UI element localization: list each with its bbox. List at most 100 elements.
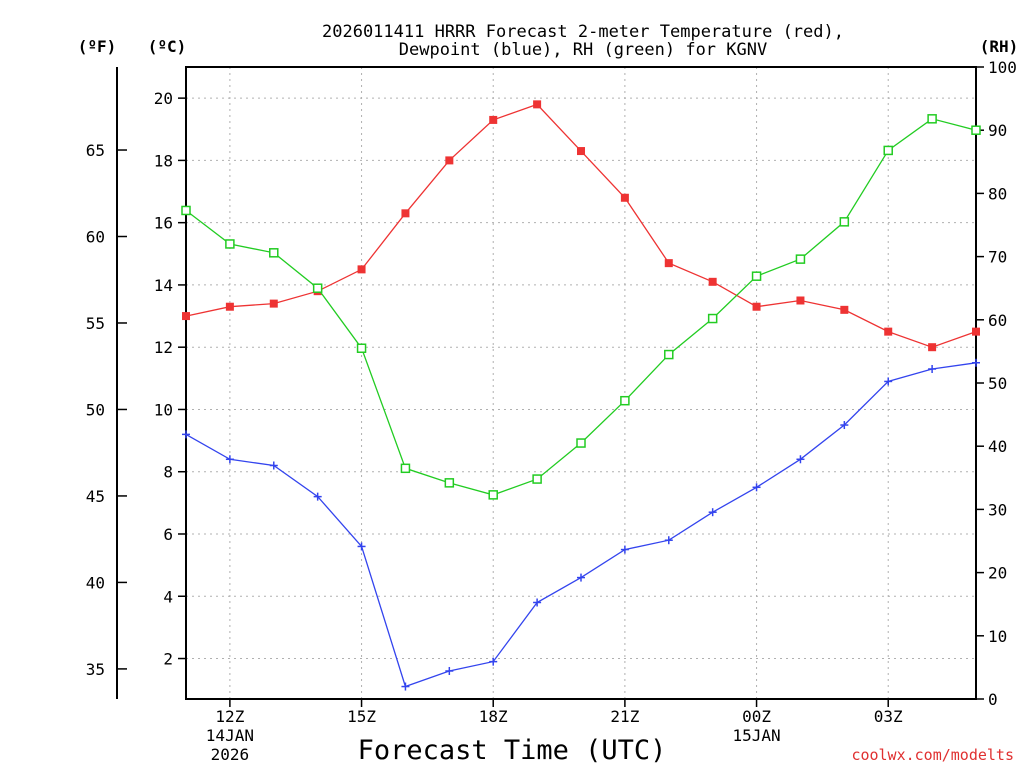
x-tick-date: 15JAN bbox=[732, 726, 780, 745]
celsius-axis: 2 4 6 8 10 12 14 16 18 20 bbox=[154, 89, 186, 669]
dewpoint-point bbox=[972, 358, 980, 367]
x-tick-label: 12Z bbox=[215, 707, 244, 726]
c-tick-label: 20 bbox=[154, 89, 173, 108]
x-tick-year: 2026 bbox=[211, 745, 250, 764]
dewpoint-point bbox=[796, 455, 805, 464]
dewpoint-point bbox=[620, 545, 629, 554]
temperature-point bbox=[928, 343, 937, 352]
x-tick-label: 18Z bbox=[479, 707, 508, 726]
rh-tick-label: 40 bbox=[988, 437, 1007, 456]
f-tick-label: 50 bbox=[86, 400, 105, 419]
dewpoint-point bbox=[884, 377, 893, 386]
fahrenheit-axis: 35 40 45 50 55 60 65 bbox=[86, 141, 127, 679]
f-tick-label: 55 bbox=[86, 314, 105, 333]
rh-point bbox=[751, 271, 762, 281]
rh-point bbox=[839, 217, 850, 227]
temperature-point bbox=[840, 305, 849, 314]
rh-tick-label: 0 bbox=[988, 690, 998, 709]
rh-point bbox=[312, 283, 323, 293]
rh-tick-label: 70 bbox=[988, 248, 1007, 267]
x-tick-label: 00Z bbox=[742, 707, 771, 726]
c-tick-label: 10 bbox=[154, 400, 173, 419]
dewpoint-point bbox=[401, 682, 410, 691]
unit-label-rh: (RH) bbox=[980, 37, 1019, 56]
rh-axis: 0 10 20 30 40 50 60 70 80 90 100 bbox=[976, 58, 1017, 709]
rh-point bbox=[532, 474, 542, 484]
rh-point bbox=[225, 239, 235, 249]
c-tick-label: 18 bbox=[154, 151, 173, 170]
rh-point bbox=[620, 395, 630, 406]
unit-label-f: (ºF) bbox=[78, 37, 117, 56]
c-tick-label: 16 bbox=[154, 214, 173, 233]
f-tick-label: 65 bbox=[86, 141, 105, 160]
dewpoint-point bbox=[489, 657, 498, 666]
dewpoint-point bbox=[664, 536, 673, 545]
temperature-point bbox=[664, 259, 673, 268]
dewpoint-point bbox=[577, 573, 585, 582]
chart-title-line2: Dewpoint (blue), RH (green) for KGNV bbox=[399, 40, 767, 60]
x-tick-label: 21Z bbox=[610, 707, 639, 726]
temperature-point bbox=[577, 147, 585, 156]
dewpoint-point bbox=[357, 542, 366, 551]
temperature-point bbox=[445, 156, 454, 165]
rh-point bbox=[488, 490, 498, 500]
rh-point bbox=[971, 125, 981, 135]
temperature-point bbox=[972, 327, 980, 336]
temperature-point bbox=[357, 265, 366, 274]
rh-tick-label: 50 bbox=[988, 374, 1007, 393]
rh-point bbox=[927, 114, 937, 124]
f-tick-label: 40 bbox=[86, 573, 105, 592]
dewpoint-point bbox=[445, 666, 454, 675]
dewpoint-point bbox=[928, 364, 937, 373]
rh-point bbox=[400, 463, 411, 474]
temperature-point bbox=[489, 115, 498, 124]
rh-tick-label: 60 bbox=[988, 311, 1007, 330]
c-tick-label: 2 bbox=[163, 650, 173, 669]
rh-point bbox=[707, 313, 718, 324]
temperature-point bbox=[708, 277, 717, 286]
rh-tick-label: 80 bbox=[988, 184, 1007, 203]
f-tick-label: 35 bbox=[86, 660, 105, 679]
watermark: coolwx.com/modelts bbox=[851, 746, 1014, 764]
temperature-point bbox=[884, 327, 893, 336]
rh-point bbox=[356, 343, 367, 353]
dewpoint-point bbox=[225, 455, 234, 464]
data-series bbox=[181, 100, 981, 691]
x-tick-label: 15Z bbox=[347, 707, 376, 726]
dewpoint-point bbox=[313, 492, 322, 501]
dewpoint-point bbox=[752, 483, 761, 492]
grid-lines bbox=[186, 67, 976, 699]
c-tick-label: 6 bbox=[163, 525, 173, 544]
dewpoint-point bbox=[708, 508, 717, 517]
dewpoint-point bbox=[840, 421, 849, 430]
rh-point bbox=[269, 248, 279, 258]
rh-point bbox=[576, 438, 586, 448]
rh-tick-label: 100 bbox=[988, 58, 1017, 77]
c-tick-label: 4 bbox=[163, 587, 173, 606]
dewpoint-point bbox=[269, 461, 278, 470]
x-axis-title: Forecast Time (UTC) bbox=[358, 735, 667, 766]
x-tick-date: 14JAN bbox=[206, 726, 254, 745]
plot-frame bbox=[185, 66, 977, 700]
dewpoint-line bbox=[185, 362, 977, 688]
temperature-point bbox=[752, 302, 761, 311]
temperature-line bbox=[185, 103, 977, 348]
c-tick-label: 8 bbox=[163, 463, 173, 482]
chart-title-line1: 2026011411 HRRR Forecast 2-meter Tempera… bbox=[322, 22, 844, 42]
temperature-point bbox=[796, 296, 805, 305]
rh-point bbox=[795, 254, 806, 264]
c-tick-label: 12 bbox=[154, 338, 173, 357]
temperature-point bbox=[182, 312, 190, 321]
temperature-point bbox=[620, 193, 629, 202]
rh-point bbox=[181, 205, 191, 216]
rh-tick-label: 20 bbox=[988, 564, 1007, 583]
x-tick-label: 03Z bbox=[874, 707, 903, 726]
unit-label-c: (ºC) bbox=[148, 37, 187, 56]
f-tick-label: 60 bbox=[86, 228, 105, 247]
dewpoint-point bbox=[182, 430, 190, 439]
dewpoint-point bbox=[533, 598, 542, 607]
rh-point bbox=[883, 145, 893, 156]
c-tick-label: 14 bbox=[154, 276, 173, 295]
rh-tick-label: 30 bbox=[988, 500, 1007, 519]
